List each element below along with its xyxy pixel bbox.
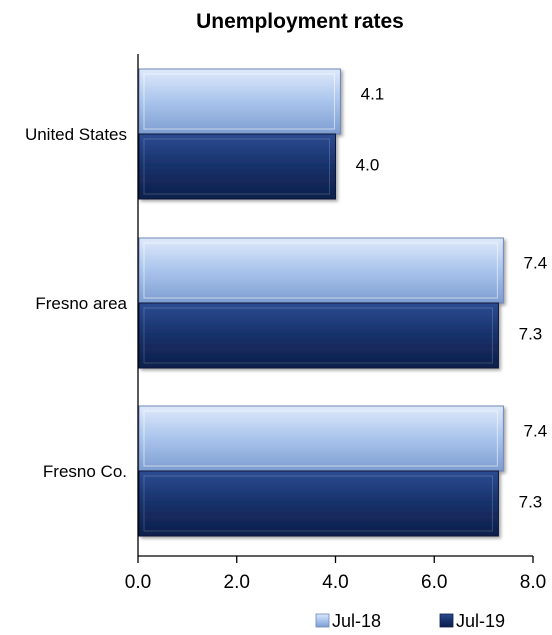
- legend-label-jul-18: Jul-18: [332, 611, 381, 630]
- legend: Jul-18 Jul-19: [315, 611, 505, 631]
- bar-fresno-co-jul-19: [138, 470, 499, 537]
- legend-swatch-jul-19: [439, 613, 454, 628]
- legend-label-jul-19: Jul-19: [456, 611, 505, 630]
- category-label-fresno-area: Fresno area: [35, 294, 127, 313]
- labels-layer: United States 4.1 4.0 Fresno area 7.4 7.3 Fres…: [25, 85, 547, 512]
- x-tick-label-2: 4.0: [322, 572, 348, 593]
- x-tick-label-3: 6.0: [421, 572, 447, 593]
- bar-bevel-united-states-jul-18: [143, 73, 335, 130]
- bar-bevel-fresno-co-jul-18: [143, 410, 498, 467]
- bar-fresno-area-jul-18: [138, 237, 504, 304]
- x-ticks-layer: 0.0 2.0 4.0 6.0 8.0: [125, 556, 546, 593]
- x-tick-label-4: 8.0: [520, 572, 546, 593]
- data-label-fresno-co-jul-18: 7.4: [524, 422, 548, 441]
- category-label-united-states: United States: [25, 125, 127, 144]
- data-label-united-states-jul-18: 4.1: [361, 85, 385, 104]
- bar-bevel-fresno-co-jul-19: [143, 475, 493, 532]
- bar-fresno-area-jul-19: [138, 302, 499, 369]
- data-label-fresno-co-jul-19: 7.3: [519, 493, 543, 512]
- legend-item-jul-19: Jul-19: [439, 611, 505, 631]
- bar-united-states-jul-19: [138, 133, 336, 200]
- bar-united-states-jul-18: [138, 68, 341, 135]
- bars-layer: [138, 68, 504, 537]
- bar-fresno-co-jul-18: [138, 405, 504, 472]
- bar-bevel-united-states-jul-19: [143, 138, 330, 195]
- data-label-fresno-area-jul-19: 7.3: [519, 325, 543, 344]
- chart-title: Unemployment rates: [196, 10, 404, 33]
- bar-bevel-fresno-area-jul-19: [143, 307, 493, 364]
- x-tick-label-1: 2.0: [224, 572, 250, 593]
- legend-item-jul-18: Jul-18: [315, 611, 381, 631]
- legend-swatch-jul-18: [315, 613, 330, 628]
- x-tick-label-0: 0.0: [125, 572, 151, 593]
- category-label-fresno-co: Fresno Co.: [43, 462, 127, 481]
- data-label-fresno-area-jul-18: 7.4: [524, 254, 548, 273]
- bar-bevel-fresno-area-jul-18: [143, 242, 498, 299]
- data-label-united-states-jul-19: 4.0: [356, 156, 380, 175]
